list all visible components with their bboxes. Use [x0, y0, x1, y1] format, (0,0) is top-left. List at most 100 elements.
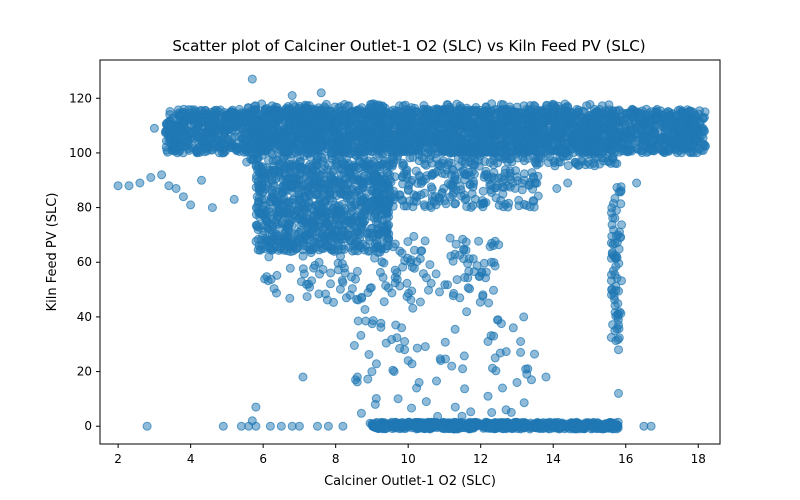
- data-point: [371, 359, 381, 369]
- data-point: [286, 247, 296, 257]
- data-point: [315, 269, 324, 279]
- data-point: [368, 316, 378, 326]
- data-point: [531, 158, 541, 168]
- data-point: [396, 120, 406, 130]
- data-point: [292, 237, 302, 247]
- data-point: [371, 394, 381, 403]
- data-point: [359, 171, 369, 181]
- data-point: [626, 109, 636, 119]
- data-point: [223, 134, 233, 144]
- data-point: [355, 144, 365, 153]
- data-point: [505, 107, 515, 117]
- data-point: [320, 236, 330, 246]
- data-point: [568, 148, 578, 158]
- data-point: [512, 111, 522, 121]
- data-point: [440, 280, 450, 290]
- data-point: [633, 122, 643, 131]
- data-point: [314, 289, 324, 299]
- data-point: [573, 107, 583, 117]
- data-point: [264, 252, 274, 262]
- data-point: [407, 145, 416, 155]
- data-point: [678, 116, 688, 126]
- data-point: [497, 116, 507, 126]
- data-point: [491, 366, 501, 376]
- data-point: [326, 279, 335, 289]
- data-point: [266, 207, 275, 217]
- data-point: [489, 168, 499, 178]
- data-point: [267, 185, 277, 195]
- data-point: [344, 177, 354, 187]
- data-point: [348, 160, 358, 170]
- data-point: [165, 107, 175, 116]
- data-point: [171, 133, 181, 143]
- data-point: [352, 266, 362, 276]
- data-point: [570, 123, 579, 133]
- data-point: [607, 122, 617, 132]
- data-point: [302, 292, 312, 302]
- data-point: [432, 376, 441, 386]
- data-point: [358, 239, 368, 249]
- data-point: [427, 184, 437, 194]
- data-point: [512, 102, 522, 112]
- data-point: [459, 351, 469, 361]
- data-point: [353, 295, 363, 305]
- data-point: [207, 145, 217, 155]
- data-point: [691, 136, 701, 146]
- data-point: [335, 205, 345, 215]
- data-point: [419, 154, 429, 164]
- data-point: [448, 256, 458, 266]
- data-point: [390, 278, 400, 288]
- data-point: [409, 135, 419, 145]
- data-point: [505, 175, 515, 184]
- data-point: [286, 180, 296, 190]
- data-point: [234, 104, 244, 114]
- data-point: [305, 229, 315, 239]
- data-point: [293, 214, 303, 224]
- data-point: [393, 106, 403, 116]
- data-point: [363, 374, 373, 384]
- data-point: [337, 259, 347, 269]
- data-point: [449, 116, 459, 126]
- data-point: [550, 140, 559, 150]
- data-point: [262, 214, 271, 224]
- data-point: [484, 298, 494, 308]
- data-point: [351, 213, 361, 223]
- data-point: [554, 127, 564, 137]
- data-point: [455, 181, 465, 191]
- data-point: [402, 169, 412, 179]
- data-point: [373, 247, 383, 257]
- data-point: [531, 135, 541, 145]
- data-point: [635, 111, 645, 121]
- data-point: [366, 283, 376, 293]
- data-point: [188, 114, 198, 124]
- data-point: [644, 126, 653, 136]
- data-point: [679, 143, 689, 153]
- data-point: [605, 138, 615, 148]
- data-point: [340, 226, 350, 236]
- data-point: [267, 175, 277, 185]
- data-point: [285, 263, 295, 273]
- data-point: [335, 102, 345, 112]
- data-point: [493, 315, 503, 325]
- data-point: [494, 240, 504, 250]
- data-point: [263, 121, 272, 131]
- data-point: [511, 149, 521, 159]
- data-point: [672, 148, 682, 158]
- data-point: [391, 320, 401, 330]
- data-point: [348, 114, 358, 124]
- data-point: [695, 119, 704, 129]
- data-point: [360, 305, 370, 314]
- data-point: [669, 125, 679, 135]
- data-point: [248, 112, 258, 122]
- data-point: [381, 143, 391, 152]
- data-point: [437, 187, 447, 197]
- data-point: [530, 349, 539, 359]
- data-point: [319, 130, 329, 140]
- data-point: [408, 303, 418, 313]
- data-point: [474, 236, 484, 246]
- data-point: [426, 137, 436, 147]
- data-point: [463, 283, 473, 293]
- data-point: [379, 258, 389, 268]
- data-point: [351, 187, 361, 197]
